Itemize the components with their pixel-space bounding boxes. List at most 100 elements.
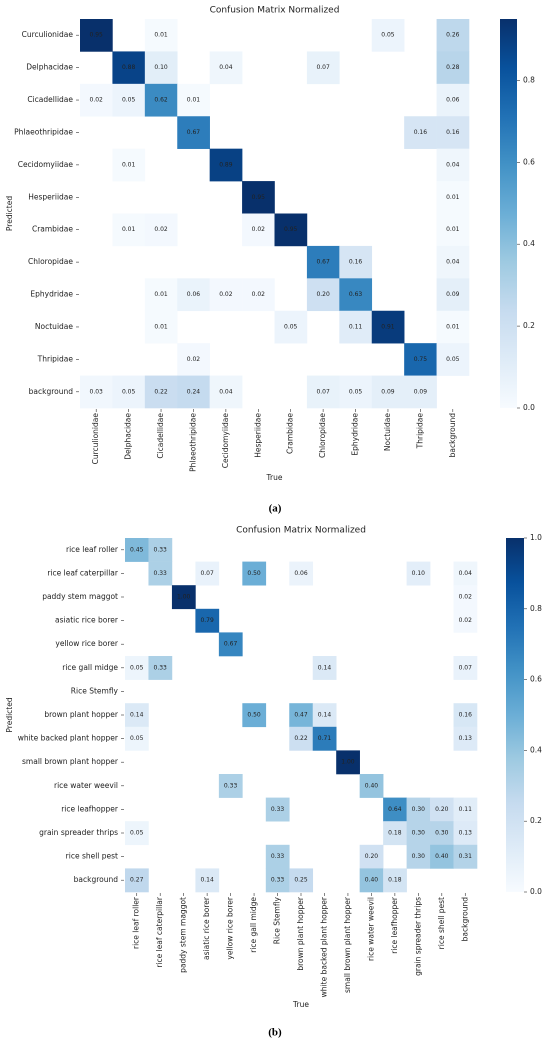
y-tick-label: white backed plant hopper [18, 734, 119, 743]
heatmap-cell [265, 868, 290, 893]
heatmap-cell [312, 703, 337, 728]
x-tick-label: Thripidae [415, 413, 424, 450]
y-tick-label: yellow rice borer [55, 639, 118, 648]
cell-label: 0.62 [154, 97, 168, 104]
heatmap-cell [436, 310, 470, 344]
cell-label: 0.14 [318, 712, 332, 719]
heatmap-cell [436, 148, 470, 182]
colorbar-tick-label: 0.0 [523, 403, 535, 412]
heatmap-cell [125, 726, 149, 751]
y-tick-label: rice shell pest [66, 852, 118, 861]
cell-label: 0.07 [316, 64, 330, 71]
cell-label: 0.95 [284, 226, 298, 233]
heatmap-cell [171, 585, 196, 610]
y-tick-label: background [29, 387, 74, 396]
cell-label: 0.02 [459, 594, 473, 601]
cell-label: 0.40 [435, 853, 449, 860]
y-tick-label: Rice Stemfly [71, 686, 119, 695]
colorbar-tick-label: 1.0 [530, 533, 542, 542]
cell-label: 0.16 [414, 129, 428, 136]
cell-label: 0.02 [252, 291, 266, 298]
cell-label: 0.01 [446, 194, 460, 201]
heatmap-cell [289, 726, 314, 751]
cell-label: 0.30 [412, 853, 426, 860]
cell-label: 0.09 [381, 388, 395, 395]
x-tick-label: Noctuidae [383, 413, 392, 451]
y-tick-label: paddy stem maggot [42, 592, 118, 601]
x-tick-label: background [448, 413, 457, 458]
cell-label: 0.27 [130, 877, 144, 884]
cell-label: 0.88 [122, 64, 136, 71]
cell-label: 0.14 [318, 664, 332, 671]
cell-label: 0.26 [446, 32, 460, 39]
colorbar-tick-label: 0.0 [530, 887, 542, 896]
y-tick-label: grain spreader thrips [39, 828, 118, 837]
colorbar [500, 19, 517, 408]
heatmap-cell [112, 83, 146, 117]
y-tick-label: Cecidomyiidae [18, 160, 74, 169]
cell-label: 0.05 [130, 830, 144, 837]
heatmap-cell [125, 538, 149, 562]
cell-label: 0.75 [414, 356, 428, 363]
heatmap-cell [289, 561, 314, 586]
y-tick-label: rice leaf caterpillar [47, 568, 119, 577]
cell-label: 0.10 [154, 64, 168, 71]
heatmap-cell [209, 51, 243, 85]
heatmap-cell [430, 797, 454, 822]
cell-label: 0.40 [365, 877, 379, 884]
heatmap-cell [112, 148, 146, 182]
colorbar-tick-label: 0.8 [530, 604, 542, 613]
heatmap-cell [406, 844, 431, 869]
y-tick-label: rice leafhopper [61, 804, 119, 813]
heatmap-cell [436, 83, 470, 117]
heatmap-cell [336, 750, 360, 775]
heatmap-cell [306, 51, 340, 85]
cell-label: 0.30 [412, 830, 426, 837]
cell-label: 0.02 [154, 226, 168, 233]
x-axis-label: True [266, 473, 283, 482]
heatmap-cell [144, 310, 178, 344]
heatmap-cell [125, 821, 149, 846]
heatmap-cell [430, 821, 454, 846]
x-tick-label: rice gall midge [249, 897, 258, 953]
cell-label: 0.07 [316, 388, 330, 395]
heatmap-cell [339, 245, 373, 279]
cell-label: 0.01 [187, 97, 201, 104]
cell-label: 0.10 [412, 570, 426, 577]
heatmap-cell [436, 245, 470, 279]
cell-label: 0.67 [224, 641, 238, 648]
heatmap-cell [453, 844, 478, 869]
heatmap-cell [274, 213, 308, 247]
cell-label: 0.07 [459, 664, 473, 671]
heatmap-cell [339, 375, 373, 409]
y-tick-label: asiatic rice borer [55, 616, 119, 625]
cell-label: 0.01 [122, 161, 136, 168]
heatmap-cell [209, 148, 243, 182]
heatmap-cell [144, 213, 178, 247]
cell-label: 0.31 [459, 853, 473, 860]
heatmap-cell [195, 561, 220, 586]
x-tick-label: background [460, 897, 469, 942]
heatmap-cell [195, 868, 220, 893]
cell-label: 0.02 [219, 291, 233, 298]
cell-label: 0.06 [294, 570, 308, 577]
cell-label: 0.05 [284, 323, 298, 330]
cell-label: 0.01 [154, 323, 168, 330]
heatmap-cell [404, 343, 437, 376]
cell-label: 0.33 [154, 546, 168, 553]
cell-label: 0.02 [252, 226, 266, 233]
heatmap-cell [453, 656, 478, 680]
heatmap-cell [80, 375, 113, 409]
heatmap-cell [436, 343, 470, 376]
cell-label: 0.03 [90, 388, 104, 395]
x-tick-label: Cicadellidae [156, 413, 165, 459]
cell-label: 0.33 [154, 664, 168, 671]
colorbar-tick-label: 0.6 [523, 157, 535, 166]
y-tick-label: Phlaeothripidae [14, 127, 73, 136]
heatmap-cell [436, 181, 470, 214]
heatmap-cell [383, 797, 407, 822]
chart-title: Confusion Matrix Normalized [236, 526, 366, 536]
heatmap-cell [144, 51, 178, 85]
cell-label: 0.05 [349, 388, 363, 395]
